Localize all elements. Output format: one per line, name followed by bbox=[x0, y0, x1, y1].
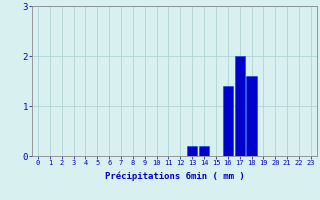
Bar bbox=[187, 146, 197, 156]
Bar bbox=[235, 56, 245, 156]
Bar bbox=[223, 86, 233, 156]
X-axis label: Précipitations 6min ( mm ): Précipitations 6min ( mm ) bbox=[105, 172, 244, 181]
Bar bbox=[199, 146, 209, 156]
Bar bbox=[246, 76, 257, 156]
